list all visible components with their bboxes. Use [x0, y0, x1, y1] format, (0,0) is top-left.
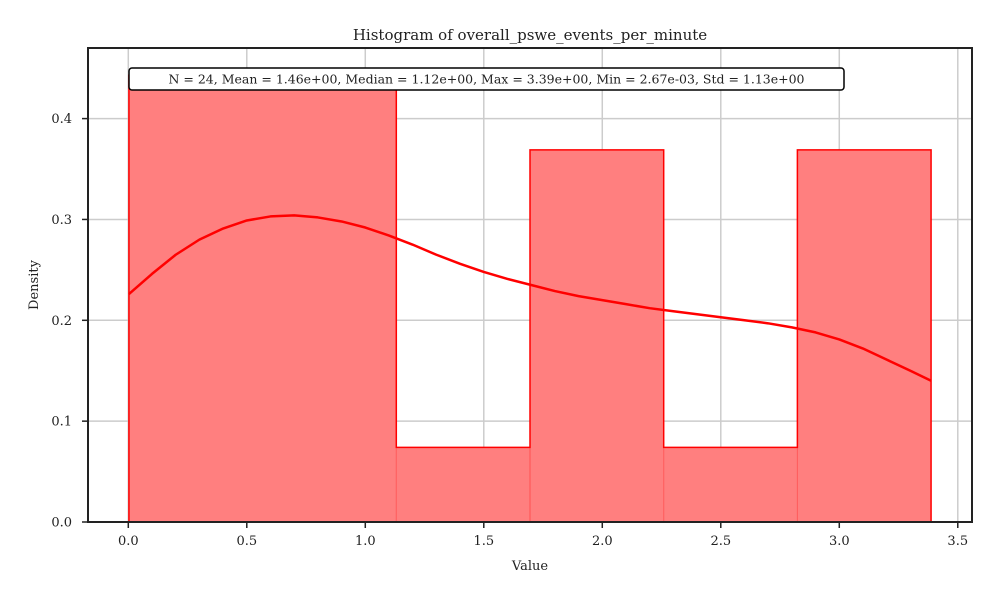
x-tick-label: 0.0 [118, 534, 139, 549]
histogram-bar-4 [663, 447, 798, 522]
histogram-bar-2 [396, 447, 530, 522]
kde-curve-group [128, 214, 932, 382]
x-tick-label: 2.5 [710, 534, 731, 549]
y-tick-label: 0.1 [51, 415, 72, 430]
stats-text: N = 24, Mean = 1.46e+00, Median = 1.12e+… [168, 72, 804, 87]
histogram-bars [128, 74, 932, 523]
kde-curve [128, 214, 932, 382]
x-tick-label: 1.5 [473, 534, 494, 549]
axes: 0.0 0.5 1.0 1.5 2.0 2.5 3.0 3.5 0.0 0.1 0.2 0.3 0.4 [51, 47, 973, 549]
x-tick-label: 1.0 [355, 534, 376, 549]
y-tick-label: 0.0 [51, 516, 72, 531]
stats-box-frame [128, 67, 845, 91]
histogram-bar-3 [530, 149, 664, 523]
chart-title: Histogram of overall_pswe_events_per_min… [353, 26, 707, 44]
histogram-bar-5 [797, 149, 932, 523]
stats-box: N = 24, Mean = 1.46e+00, Median = 1.12e+… [128, 67, 845, 91]
plot-frame [87, 47, 973, 523]
x-tick-label: 2.0 [592, 534, 613, 549]
histogram-bar-1 [128, 75, 397, 522]
y-tick-label: 0.2 [51, 314, 72, 329]
x-tick-label: 0.5 [236, 534, 257, 549]
y-tick-label: 0.3 [51, 213, 72, 228]
x-tick-label: 3.5 [947, 534, 968, 549]
y-axis-label: Density [27, 259, 42, 310]
y-tick-label: 0.4 [51, 112, 72, 127]
x-axis-label: Value [511, 559, 548, 574]
x-tick-label: 3.0 [829, 534, 850, 549]
